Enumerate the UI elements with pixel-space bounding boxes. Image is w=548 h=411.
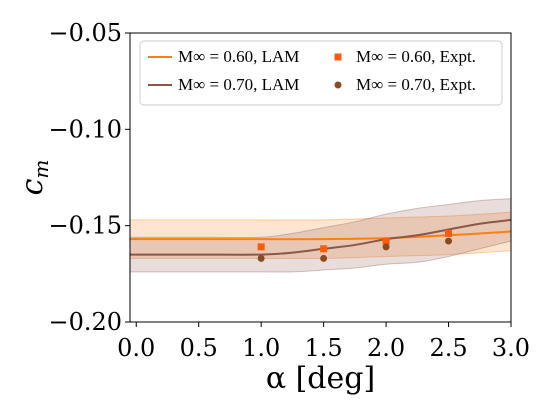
legend-marker-1 xyxy=(334,53,342,61)
x-tick-label-6: 3.0 xyxy=(492,334,530,362)
y-axis-ticks: −0.05 −0.10 −0.15 −0.20 xyxy=(48,19,130,336)
legend-box xyxy=(139,40,503,106)
x-tick-label-1: 0.5 xyxy=(180,334,218,362)
x-tick-label-5: 2.5 xyxy=(429,334,467,362)
legend-label-3: M∞ = 0.70, Expt. xyxy=(356,75,476,94)
x-axis-ticks: 0.0 0.5 1.0 1.5 2.0 2.5 3.0 xyxy=(117,322,530,362)
marker-series-2-2 xyxy=(382,237,390,245)
line-series-1 xyxy=(129,218,512,256)
x-axis-label: α [deg] xyxy=(266,361,375,396)
y-tick-label-1: −0.10 xyxy=(48,115,122,143)
y-tick-label-3: −0.20 xyxy=(48,308,122,336)
x-tick-label-0: 0.0 xyxy=(117,334,155,362)
marker-series-3-3 xyxy=(445,237,453,245)
x-tick-label-4: 2.0 xyxy=(367,334,405,362)
experimental-markers xyxy=(257,229,453,262)
legend-marker-3 xyxy=(334,81,342,89)
plot-frame xyxy=(129,32,512,323)
marker-series-2-0 xyxy=(257,243,265,251)
legend: M∞ = 0.60, LAM M∞ = 0.60, Expt. M∞ = 0.70,… xyxy=(139,40,503,106)
legend-label-1: M∞ = 0.60, Expt. xyxy=(356,47,476,66)
marker-series-3-2 xyxy=(382,243,390,251)
marker-series-3-0 xyxy=(257,254,265,262)
y-tick-label-0: −0.05 xyxy=(48,19,122,47)
marker-series-3-1 xyxy=(320,254,328,262)
marker-series-2-3 xyxy=(445,229,453,237)
legend-label-2: M∞ = 0.70, LAM xyxy=(178,75,299,94)
legend-label-0: M∞ = 0.60, LAM xyxy=(178,47,299,66)
y-tick-label-2: −0.15 xyxy=(48,212,122,240)
marker-series-2-1 xyxy=(320,245,328,253)
y-axis-label: cm xyxy=(15,160,53,196)
x-tick-label-3: 1.5 xyxy=(305,334,343,362)
x-tick-label-2: 1.0 xyxy=(242,334,280,362)
